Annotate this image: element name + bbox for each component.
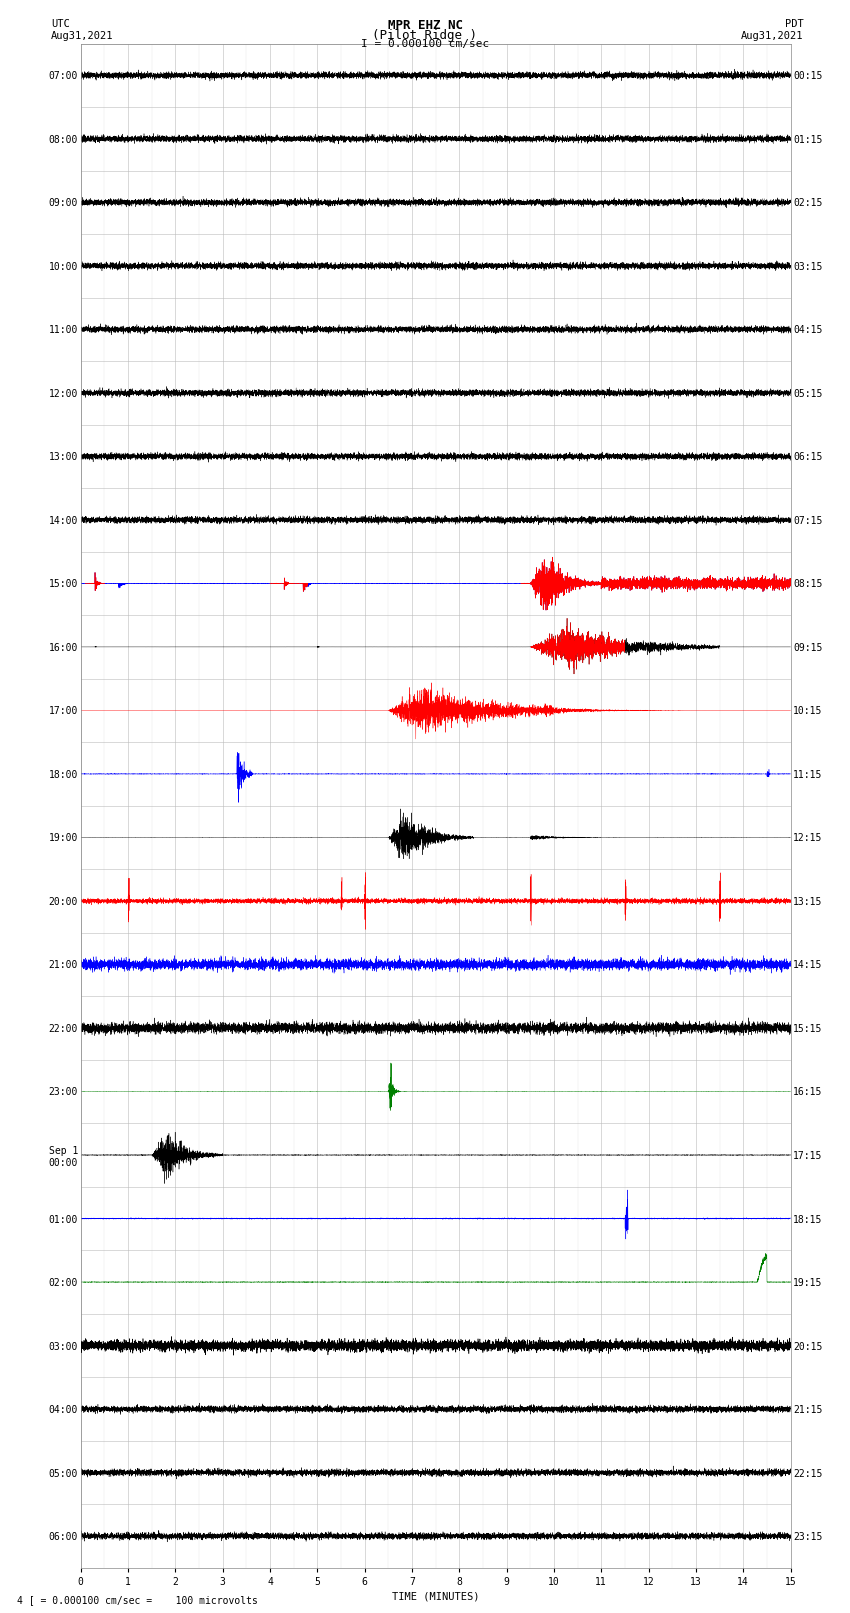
X-axis label: TIME (MINUTES): TIME (MINUTES) (392, 1590, 479, 1602)
Text: I = 0.000100 cm/sec: I = 0.000100 cm/sec (361, 39, 489, 48)
Text: 4 [ = 0.000100 cm/sec =    100 microvolts: 4 [ = 0.000100 cm/sec = 100 microvolts (17, 1595, 258, 1605)
Text: MPR EHZ NC: MPR EHZ NC (388, 19, 462, 32)
Text: (Pilot Ridge ): (Pilot Ridge ) (372, 29, 478, 42)
Text: UTC
Aug31,2021: UTC Aug31,2021 (51, 19, 114, 40)
Text: PDT
Aug31,2021: PDT Aug31,2021 (740, 19, 803, 40)
